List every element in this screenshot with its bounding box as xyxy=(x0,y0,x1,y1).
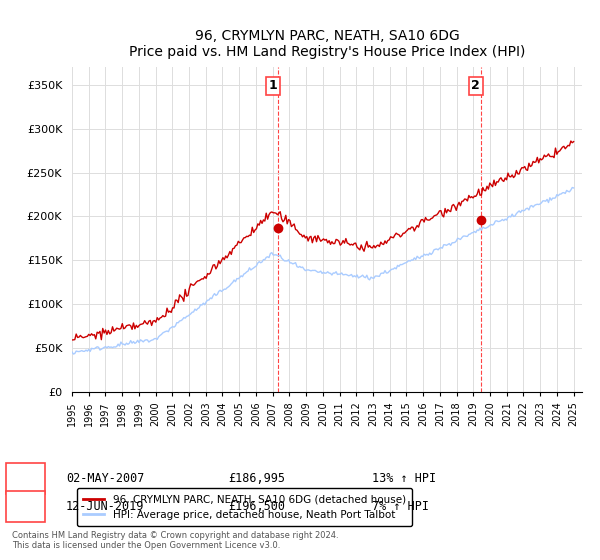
Legend: 96, CRYMLYN PARC, NEATH, SA10 6DG (detached house), HPI: Average price, detached: 96, CRYMLYN PARC, NEATH, SA10 6DG (detac… xyxy=(77,488,412,526)
Text: 7% ↑ HPI: 7% ↑ HPI xyxy=(372,500,429,514)
Text: 2: 2 xyxy=(21,500,29,514)
Text: £186,995: £186,995 xyxy=(228,472,285,486)
Text: 02-MAY-2007: 02-MAY-2007 xyxy=(66,472,145,486)
Text: £196,500: £196,500 xyxy=(228,500,285,514)
Text: 1: 1 xyxy=(21,472,29,486)
Text: 13% ↑ HPI: 13% ↑ HPI xyxy=(372,472,436,486)
Title: 96, CRYMLYN PARC, NEATH, SA10 6DG
Price paid vs. HM Land Registry's House Price : 96, CRYMLYN PARC, NEATH, SA10 6DG Price … xyxy=(129,29,525,59)
Text: 2: 2 xyxy=(472,79,480,92)
Text: 12-JUN-2019: 12-JUN-2019 xyxy=(66,500,145,514)
Text: Contains HM Land Registry data © Crown copyright and database right 2024.
This d: Contains HM Land Registry data © Crown c… xyxy=(12,530,338,550)
Text: 1: 1 xyxy=(269,79,278,92)
